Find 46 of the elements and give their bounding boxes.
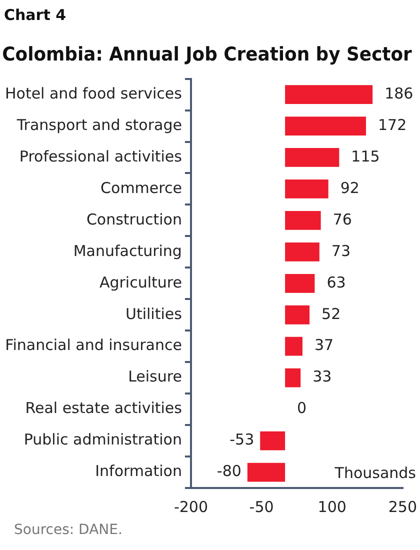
y-tick-label: Public administration [24, 430, 182, 449]
bar [285, 305, 310, 324]
y-tick-label: Transport and storage [16, 116, 182, 134]
x-tick-label: 250 [388, 498, 418, 516]
bar [285, 274, 315, 293]
bar [285, 116, 366, 136]
caption: Chart 4 [4, 6, 66, 24]
y-tick-label: Agriculture [99, 273, 182, 292]
data-label: 37 [314, 336, 334, 354]
data-label: 115 [351, 147, 380, 166]
x-tick-label: -50 [249, 498, 274, 516]
chart-title: Colombia: Annual Job Creation by Sector [2, 44, 413, 66]
y-tick-label: Information [95, 462, 182, 480]
x-tick-label: 100 [318, 498, 346, 516]
y-tick-label: Real estate activities [25, 399, 182, 418]
data-label: -80 [216, 462, 242, 480]
bar [285, 180, 328, 198]
data-label: 0 [297, 399, 307, 418]
bar [285, 148, 340, 167]
annotation: Thousands [334, 464, 416, 482]
bar [285, 242, 320, 262]
data-label: 52 [322, 304, 341, 323]
y-tick-label: Utilities [125, 304, 182, 323]
y-tick-label: Commerce [100, 178, 182, 197]
y-tick-label: Construction [86, 210, 182, 228]
data-label: 63 [326, 273, 346, 292]
bar [247, 462, 286, 482]
y-tick-label: Leisure [128, 368, 182, 386]
y-tick-label: Financial and insurance [5, 336, 182, 354]
bar [285, 211, 321, 230]
bar [285, 368, 301, 388]
x-tick-label: -200 [174, 498, 208, 516]
data-label: 92 [340, 178, 360, 197]
y-tick-label: Manufacturing [73, 242, 182, 260]
bar [285, 336, 302, 356]
bar [285, 85, 373, 104]
data-label: 73 [331, 242, 350, 260]
data-label: 76 [332, 210, 352, 228]
y-tick-label: Hotel and food services [4, 84, 182, 102]
data-label: 172 [378, 116, 407, 134]
source-note: Sources: DANE. [14, 522, 122, 538]
data-label: 33 [312, 368, 332, 386]
data-label: -53 [230, 430, 254, 449]
bar [260, 431, 286, 450]
data-label: 186 [384, 84, 414, 102]
y-tick-label: Professional activities [19, 147, 182, 166]
